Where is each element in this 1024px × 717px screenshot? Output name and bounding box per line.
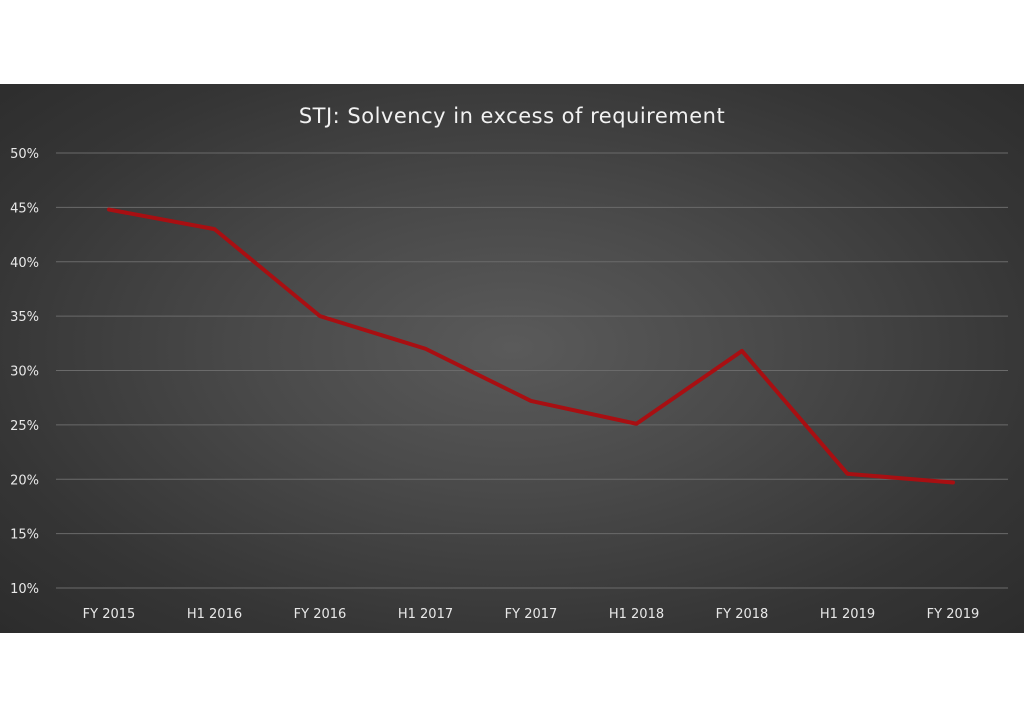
y-tick-label: 20% (10, 473, 39, 488)
x-tick-label: FY 2019 (927, 607, 980, 622)
x-tick-label: H1 2016 (187, 607, 242, 622)
y-axis: 10% 15% 20% 25% 30% 35% 40% 45% 50% (10, 147, 39, 597)
x-tick-label: FY 2016 (294, 607, 347, 622)
y-tick-label: 35% (10, 310, 39, 325)
series-layer (107, 207, 955, 485)
x-tick-label: H1 2017 (398, 607, 453, 622)
x-tick-label: H1 2019 (820, 607, 875, 622)
grid-lines (56, 152, 1008, 589)
y-tick-label: 40% (10, 256, 39, 271)
x-tick-label: FY 2018 (716, 607, 769, 622)
x-axis: FY 2015 H1 2016 FY 2016 H1 2017 FY 2017 H1 20… (83, 607, 980, 622)
y-tick-label: 10% (10, 582, 39, 597)
chart-title: STJ: Solvency in excess of requirement (299, 104, 725, 128)
chart-panel: STJ: Solvency in excess of requirement 1… (0, 84, 1024, 633)
line-chart: STJ: Solvency in excess of requirement 1… (10, 104, 1008, 622)
y-tick-label: 30% (10, 365, 39, 380)
y-tick-label: 50% (10, 147, 39, 162)
y-tick-label: 25% (10, 419, 39, 434)
y-tick-label: 15% (10, 528, 39, 543)
y-tick-label: 45% (10, 201, 39, 216)
x-tick-label: FY 2015 (83, 607, 136, 622)
x-tick-label: H1 2018 (609, 607, 664, 622)
series-line (107, 207, 955, 485)
x-tick-label: FY 2017 (505, 607, 558, 622)
